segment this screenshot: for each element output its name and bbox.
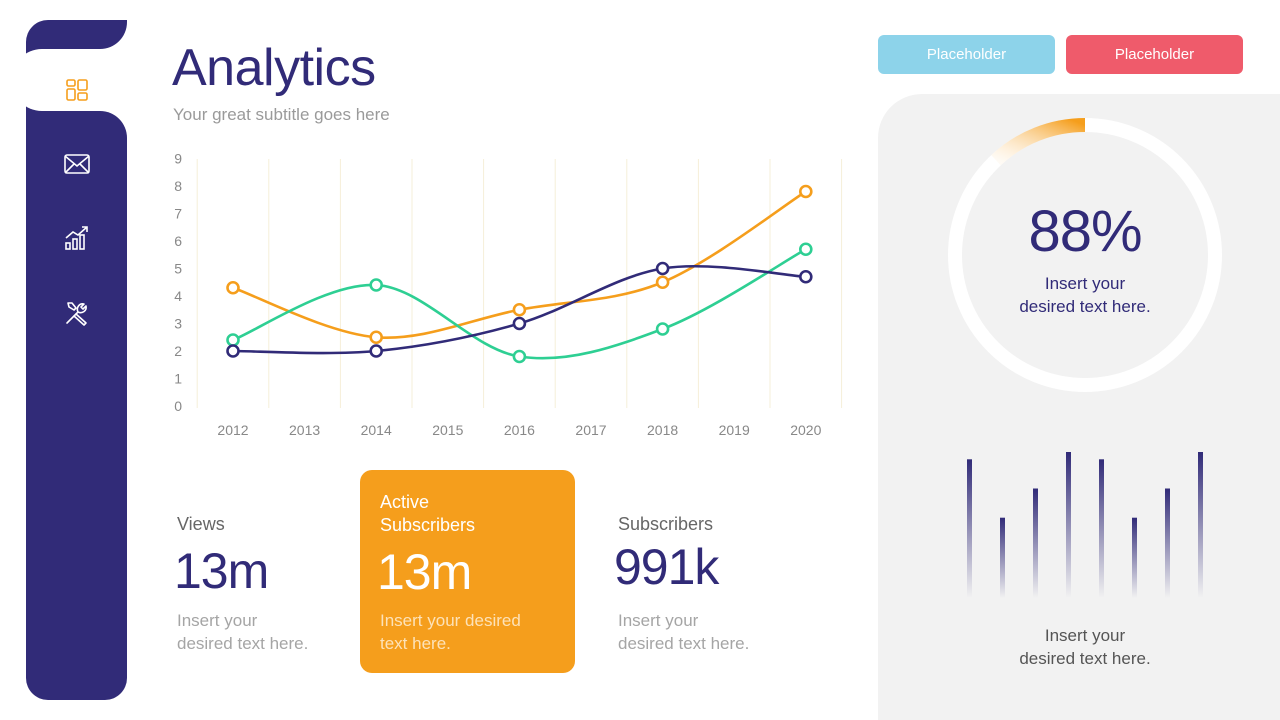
- mini-bar: [1165, 488, 1170, 598]
- placeholder-button-1[interactable]: Placeholder: [878, 35, 1055, 74]
- data-point: [798, 269, 813, 284]
- x-tick-label: 2015: [432, 422, 463, 438]
- page-title: Analytics: [172, 39, 376, 97]
- y-tick-label: 6: [174, 233, 182, 249]
- active-subscribers-card: [360, 470, 575, 673]
- y-tick-label: 3: [174, 316, 182, 332]
- subscribers-value: 991k: [614, 539, 719, 595]
- x-tick-label: 2013: [289, 422, 320, 438]
- gauge-value: 88%: [1028, 199, 1142, 264]
- mini-bar: [1099, 459, 1104, 598]
- data-point: [226, 333, 240, 347]
- views-label: Views: [177, 514, 225, 534]
- data-point: [655, 322, 670, 336]
- y-tick-label: 2: [174, 343, 182, 359]
- y-tick-label: 1: [174, 371, 182, 387]
- mini-bar: [1132, 517, 1137, 598]
- x-tick-label: 2012: [217, 422, 248, 438]
- mail-icon: [63, 154, 90, 174]
- subscribers-label: Subscribers: [618, 514, 714, 534]
- x-tick-label: 2017: [575, 422, 606, 438]
- data-point: [655, 275, 670, 290]
- x-tick-label: 2016: [504, 422, 535, 438]
- tools-icon: [65, 302, 87, 326]
- y-tick-label: 4: [174, 288, 182, 304]
- y-tick-label: 8: [174, 178, 182, 194]
- data-point: [798, 242, 813, 257]
- progress-gauge: [948, 118, 1222, 392]
- active-subscribers-desc: Insert your desired text here.: [380, 611, 521, 653]
- sidebar-item-tools[interactable]: [26, 285, 127, 341]
- mini-bar: [1066, 452, 1071, 598]
- views-desc: Insert your desired text here.: [177, 611, 309, 653]
- mini-bar: [967, 459, 972, 598]
- bar-chart-desc: Insert your desired text here.: [1019, 626, 1151, 668]
- sidebar-item-dashboard[interactable]: [26, 62, 127, 118]
- x-tick-label: 2014: [361, 422, 392, 438]
- data-point: [512, 349, 527, 364]
- subscribers-desc: Insert your desired text here.: [618, 611, 750, 653]
- data-point: [798, 184, 813, 199]
- x-tick-label: 2020: [790, 422, 821, 438]
- gauge-desc: Insert your desired text here.: [1019, 274, 1151, 316]
- sidebar-item-mail[interactable]: [26, 136, 127, 192]
- data-point: [369, 330, 383, 345]
- page-subtitle: Your great subtitle goes here: [173, 105, 390, 124]
- mini-bar: [1033, 488, 1038, 598]
- y-tick-label: 9: [174, 151, 182, 167]
- dashboard-icon: [65, 79, 88, 101]
- data-point: [369, 278, 383, 292]
- active-subscribers-label: Active Subscribers: [380, 492, 476, 535]
- y-tick-label: 0: [174, 398, 182, 414]
- views-value: 13m: [174, 543, 269, 599]
- data-point: [226, 280, 240, 295]
- active-subscribers-value: 13m: [377, 544, 472, 600]
- gauge-arc: [991, 118, 1086, 166]
- placeholder-button-2[interactable]: Placeholder: [1066, 35, 1243, 74]
- data-point: [226, 344, 240, 358]
- line-chart: 0 1 2 3 4 5 6 7 8 9 2012 2013 2014 2015 2016 2017 2018 20…: [174, 151, 843, 438]
- mini-bar: [1000, 517, 1005, 598]
- data-point: [655, 261, 670, 276]
- data-point: [512, 302, 527, 317]
- mini-bar: [1198, 452, 1203, 598]
- data-point: [369, 344, 383, 358]
- x-tick-label: 2019: [719, 422, 750, 438]
- mini-bar-chart: [967, 452, 1203, 598]
- y-tick-label: 5: [174, 261, 182, 277]
- data-point: [512, 316, 527, 331]
- growth-chart-icon: [64, 226, 88, 250]
- x-tick-label: 2018: [647, 422, 678, 438]
- y-tick-label: 7: [174, 206, 182, 222]
- sidebar-item-analytics[interactable]: [26, 210, 127, 266]
